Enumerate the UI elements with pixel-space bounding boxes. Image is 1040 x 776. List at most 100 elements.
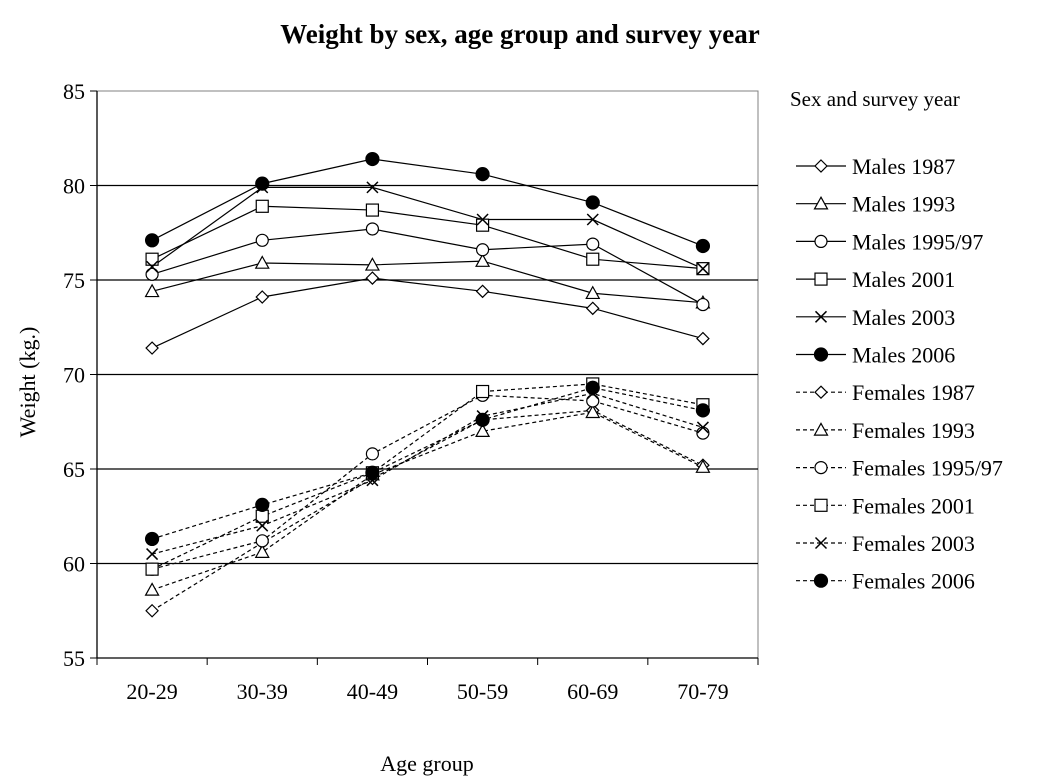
- legend: Males 1987 Males 1993 Males 1995/97 Males 2…: [796, 154, 1003, 594]
- legend-label: Females 1987: [852, 380, 975, 405]
- data-point: [366, 181, 379, 194]
- legend-marker: [813, 573, 829, 588]
- data-point: [696, 426, 710, 440]
- data-point: [696, 331, 710, 346]
- data-point: [475, 423, 491, 437]
- x-tick-label: 20-29: [126, 679, 177, 704]
- legend-label: Males 1995/97: [852, 229, 983, 254]
- plot-area: 55 60 65 70 75 80 85 20-29 30-39 40-49 50-59 60-69 7…: [63, 79, 759, 704]
- data-point: [144, 531, 160, 547]
- data-point: [586, 394, 600, 408]
- data-point: [696, 262, 709, 275]
- data-point: [696, 297, 710, 312]
- series-line: [151, 394, 704, 570]
- data-point: [586, 213, 599, 226]
- legend-label: Males 1987: [852, 154, 955, 179]
- series-line: [151, 260, 703, 304]
- legend-label: Females 2001: [852, 493, 975, 518]
- legend-title: Sex and survey year: [790, 87, 960, 111]
- y-tick-label: 55: [63, 646, 85, 671]
- legend-marker: [814, 159, 828, 173]
- x-tick-label: 50-59: [457, 679, 508, 704]
- data-point: [365, 222, 380, 236]
- legend-label: Males 2003: [852, 305, 955, 330]
- data-point: [145, 252, 159, 266]
- data-point: [255, 199, 269, 213]
- legend-marker: [814, 461, 828, 475]
- legend-label: Males 2001: [852, 267, 955, 292]
- data-point: [254, 544, 270, 558]
- series-line: [151, 409, 704, 612]
- data-point: [475, 243, 490, 257]
- data-point: [585, 285, 601, 300]
- data-point: [475, 253, 491, 267]
- data-point: [475, 284, 490, 299]
- data-point: [585, 380, 600, 395]
- x-tick-label: 70-79: [677, 679, 728, 704]
- data-point: [145, 603, 159, 618]
- data-point: [695, 403, 711, 418]
- legend-label: Males 1993: [852, 192, 955, 217]
- series-line: [151, 158, 704, 247]
- y-tick-label: 85: [63, 79, 85, 104]
- x-tick-label: 40-49: [347, 679, 398, 704]
- data-point: [695, 238, 711, 254]
- data-point: [585, 195, 600, 210]
- series-line: [151, 228, 704, 306]
- data-point: [145, 562, 159, 576]
- legend-label: Females 2006: [852, 569, 975, 594]
- data-point: [145, 267, 159, 281]
- x-tick-label: 30-39: [237, 679, 288, 704]
- chart-title: Weight by sex, age group and survey year: [280, 19, 760, 49]
- legend-marker: [814, 536, 828, 550]
- data-point: [256, 519, 269, 532]
- data-point: [695, 459, 711, 473]
- legend-marker: [813, 347, 829, 362]
- series-line: [151, 277, 704, 349]
- data-point: [146, 548, 159, 561]
- data-point: [144, 582, 160, 596]
- data-point: [585, 404, 601, 419]
- legend-label: Females 1995/97: [852, 456, 1003, 481]
- legend-marker: [814, 385, 828, 400]
- x-axis-label: Age group: [380, 751, 473, 776]
- data-point: [255, 534, 269, 548]
- data-point: [255, 176, 270, 191]
- data-point: [585, 301, 600, 316]
- legend-marker: [813, 422, 829, 436]
- y-tick-label: 80: [63, 174, 85, 199]
- data-point: [254, 255, 270, 269]
- legend-label: Females 1993: [852, 418, 975, 443]
- data-point: [365, 465, 380, 480]
- y-tick-label: 60: [63, 552, 85, 577]
- series-line: [151, 205, 703, 270]
- series-line: [151, 387, 704, 540]
- data-point: [144, 283, 160, 298]
- data-point: [146, 260, 159, 273]
- data-point: [365, 203, 380, 217]
- data-point: [586, 252, 600, 266]
- legend-marker: [814, 498, 828, 512]
- series-line: [151, 392, 704, 555]
- series-line: [151, 411, 704, 591]
- data-point: [365, 151, 380, 167]
- legend-marker: [814, 310, 828, 323]
- data-point: [145, 341, 159, 355]
- data-point: [144, 233, 160, 248]
- series-line: [151, 186, 704, 270]
- data-point: [475, 218, 490, 232]
- data-point: [475, 384, 490, 399]
- legend-label: Females 2003: [852, 531, 975, 556]
- y-tick-label: 70: [63, 363, 85, 388]
- y-tick-label: 65: [63, 457, 85, 482]
- data-point: [476, 213, 489, 226]
- legend-marker: [814, 272, 828, 286]
- legend-label: Males 2006: [852, 343, 955, 368]
- data-point: [255, 290, 270, 304]
- series-line: [151, 383, 704, 570]
- y-tick-label: 75: [63, 268, 85, 293]
- data-point: [365, 447, 380, 461]
- data-point: [586, 237, 600, 251]
- legend-marker: [813, 195, 829, 210]
